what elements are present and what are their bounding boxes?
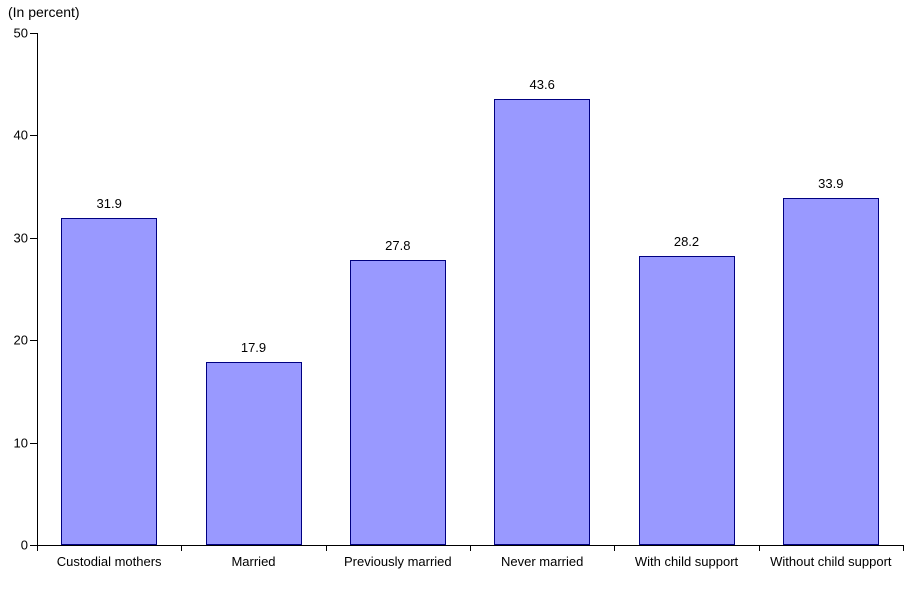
x-axis-tick-mark (903, 546, 904, 551)
bar-value-label: 28.2 (673, 234, 700, 250)
y-axis-tick-label: 10 (13, 435, 28, 451)
bar-value-label: 31.9 (96, 196, 122, 212)
y-axis-tick-mark (30, 33, 37, 34)
x-axis-category-label: With child support (634, 554, 739, 569)
bar-never-married (494, 98, 591, 545)
y-axis-tick-mark (30, 135, 37, 136)
y-axis-tick-label: 0 (20, 537, 28, 553)
bar-value-label: 17.9 (240, 339, 267, 355)
x-axis-tick-mark (614, 546, 615, 551)
x-axis-tick-mark (470, 546, 471, 551)
plot-area (37, 33, 904, 546)
bar-value-label: 33.9 (818, 175, 844, 191)
x-axis-category-label: Custodial mothers (56, 554, 162, 569)
x-axis-category-label: Married (231, 554, 276, 569)
y-axis-tick-label: 20 (13, 332, 28, 348)
bar-without-child-support (782, 197, 879, 545)
x-axis-category-label: Never married (500, 554, 584, 569)
x-axis-tick-mark (326, 546, 327, 551)
y-axis-units-label: (In percent) (8, 4, 80, 20)
y-axis-tick-mark (30, 443, 37, 444)
bar-with-child-support (638, 256, 735, 545)
bar-value-label: 43.6 (529, 76, 555, 92)
bar-married (205, 361, 302, 545)
y-axis-tick-mark (30, 545, 37, 546)
y-axis-tick-label: 50 (13, 25, 28, 41)
x-axis-category-label: Without child support (770, 554, 892, 569)
bar-value-label: 27.8 (385, 238, 411, 254)
y-axis-tick-mark (30, 238, 37, 239)
x-axis-tick-mark (759, 546, 760, 551)
bar-custodial-mothers (61, 218, 158, 545)
x-axis-tick-mark (37, 546, 38, 551)
y-axis-tick-label: 30 (13, 230, 28, 246)
bar-previously-married (349, 260, 446, 545)
y-axis-tick-label: 40 (13, 127, 28, 143)
y-axis-tick-mark (30, 340, 37, 341)
x-axis-category-label: Previously married (344, 554, 452, 569)
x-axis-tick-mark (181, 546, 182, 551)
